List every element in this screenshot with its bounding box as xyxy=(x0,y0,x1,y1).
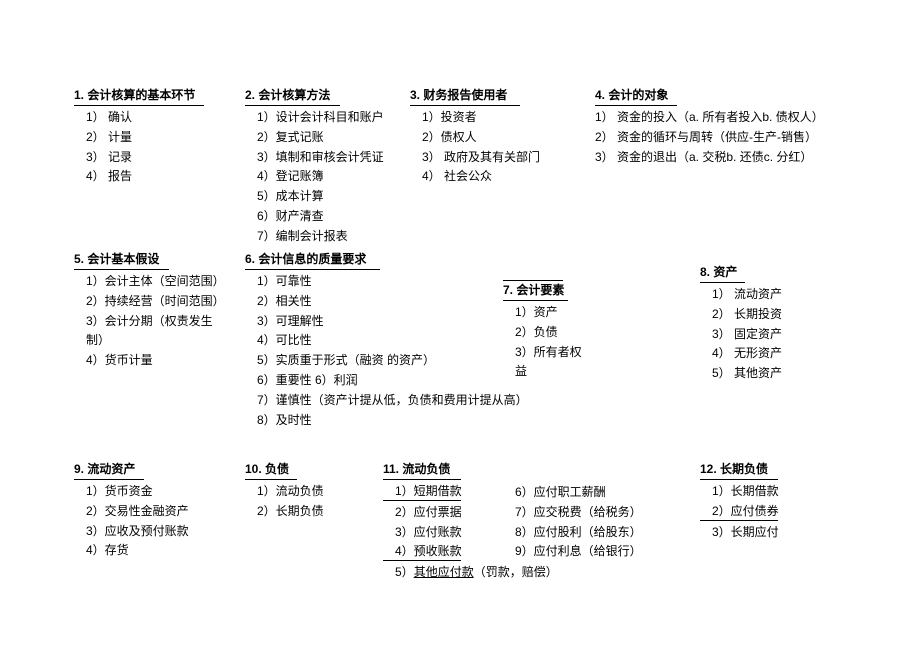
list-item: 2）债权人 xyxy=(410,128,570,148)
list-item: 7）谨慎性（资产计提从低，负债和费用计提从高） xyxy=(245,391,505,411)
list-item: 2）交易性金融资产 xyxy=(74,502,234,522)
list-item: 3）填制和审核会计凭证 xyxy=(245,148,405,168)
list-item: 1）设计会计科目和账户 xyxy=(245,108,405,128)
list-item: 1）会计主体（空间范围） xyxy=(74,272,244,292)
section-10: 10. 负债 1）流动负债 2）长期负债 xyxy=(245,460,375,522)
list-item: 2）应付票据 xyxy=(383,503,503,523)
heading-3: 3. 财务报告使用者 xyxy=(410,86,570,103)
list-item: 3） 政府及其有关部门 xyxy=(410,148,570,168)
list-item: 5）其他应付款（罚款，赔偿） xyxy=(383,563,683,583)
section-12: 12. 长期负债 1）长期借款 2）应付债券 3）长期应付 xyxy=(700,460,830,542)
section-3: 3. 财务报告使用者 1）投资者 2）债权人 3） 政府及其有关部门 4） 社会… xyxy=(410,86,570,187)
list-item: 1） 确认 xyxy=(74,108,234,128)
section-8: 8. 资产 1） 流动资产 2） 长期投资 3） 固定资产 4） 无形资产 5）… xyxy=(700,263,830,384)
list-item: 2）持续经营（时间范围） xyxy=(74,292,244,312)
list-item: 4）可比性 xyxy=(245,331,505,351)
heading-6: 6. 会计信息的质量要求 xyxy=(245,250,505,267)
list-item: 1） 流动资产 xyxy=(700,285,830,305)
list-item: 2） 资金的循环与周转（供应-生产-销售） xyxy=(595,128,845,148)
list-item: 4） 报告 xyxy=(74,167,234,187)
list-item: 4） 社会公众 xyxy=(410,167,570,187)
list-item: 3）应付账款 xyxy=(383,523,503,543)
heading-8: 8. 资产 xyxy=(700,263,830,280)
section-9: 9. 流动资产 1）货币资金 2）交易性金融资产 3）应收及预付账款 4）存货 xyxy=(74,460,234,561)
heading-1: 1. 会计核算的基本环节 xyxy=(74,86,234,103)
list-item: 7）应交税费（给税务） xyxy=(503,503,653,523)
list-item: 4）登记账簿 xyxy=(245,167,405,187)
list-item: 1）长期借款 xyxy=(700,482,830,502)
list-item: 3）长期应付 xyxy=(700,523,830,543)
list-item: 3）会计分期（权责发生制） xyxy=(74,312,224,352)
heading-2: 2. 会计核算方法 xyxy=(245,86,405,103)
list-item: 7）编制会计报表 xyxy=(245,227,405,247)
list-item: 3）应收及预付账款 xyxy=(74,522,234,542)
list-item: 2）应付债券 xyxy=(700,502,830,522)
heading-5: 5. 会计基本假设 xyxy=(74,250,244,267)
list-item: 2）长期负债 xyxy=(245,502,375,522)
list-item: 1）流动负债 xyxy=(245,482,375,502)
section-4: 4. 会计的对象 1） 资金的投入（a. 所有者投入b. 债权人） 2） 资金的… xyxy=(595,86,845,167)
list-item: 6）财产清查 xyxy=(245,207,405,227)
heading-4: 4. 会计的对象 xyxy=(595,86,845,103)
list-item: 8）及时性 xyxy=(245,411,505,431)
section-11: 11. 流动负债 1）短期借款 2）应付票据 3）应付账款 4）预收账款 6）应… xyxy=(383,460,683,583)
list-item: 3） 资金的退出（a. 交税b. 还债c. 分红） xyxy=(595,148,845,168)
list-item: 1）投资者 xyxy=(410,108,570,128)
section-1: 1. 会计核算的基本环节 1） 确认 2） 计量 3） 记录 4） 报告 xyxy=(74,86,234,187)
heading-9: 9. 流动资产 xyxy=(74,460,234,477)
list-item: 1）货币资金 xyxy=(74,482,234,502)
list-item: 4）预收账款 xyxy=(383,542,503,562)
list-item: 1）可靠性 xyxy=(245,272,505,292)
list-item: 2） 计量 xyxy=(74,128,234,148)
list-item: 6）应付职工薪酬 xyxy=(503,483,653,503)
heading-7: 7. 会计要素 xyxy=(503,281,623,298)
list-item: 3） 记录 xyxy=(74,148,234,168)
list-item: 3） 固定资产 xyxy=(700,325,830,345)
list-item: 8）应付股利（给股东） xyxy=(503,523,653,543)
list-item: 3）可理解性 xyxy=(245,312,505,332)
list-item: 1）资产 xyxy=(503,303,623,323)
list-item: 3）所有者权益 xyxy=(503,343,593,383)
section-5: 5. 会计基本假设 1）会计主体（空间范围） 2）持续经营（时间范围） 3）会计… xyxy=(74,250,244,371)
list-item: 5） 其他资产 xyxy=(700,364,830,384)
list-item: 2）复式记账 xyxy=(245,128,405,148)
list-item: 5）实质重于形式（融资 的资产） xyxy=(245,351,505,371)
list-item: 4）货币计量 xyxy=(74,351,244,371)
section-2: 2. 会计核算方法 1）设计会计科目和账户 2）复式记账 3）填制和审核会计凭证… xyxy=(245,86,405,247)
heading-11: 11. 流动负债 xyxy=(383,460,683,477)
list-item: 9）应付利息（给银行） xyxy=(503,542,653,562)
list-item: 4） 无形资产 xyxy=(700,344,830,364)
section-6: 6. 会计信息的质量要求 1）可靠性 2）相关性 3）可理解性 4）可比性 5）… xyxy=(245,250,505,430)
list-item: 5）成本计算 xyxy=(245,187,405,207)
list-item: 2）负债 xyxy=(503,323,623,343)
list-item: 1）短期借款 xyxy=(383,482,503,502)
list-item: 6）重要性 6）利润 xyxy=(245,371,505,391)
list-item: 1） 资金的投入（a. 所有者投入b. 债权人） xyxy=(595,108,845,128)
list-item: 2）相关性 xyxy=(245,292,505,312)
heading-12: 12. 长期负债 xyxy=(700,460,830,477)
section-7: 7. 会计要素 1）资产 2）负债 3）所有者权益 xyxy=(503,280,623,382)
heading-10: 10. 负债 xyxy=(245,460,375,477)
list-item: 4）存货 xyxy=(74,541,234,561)
list-item: 2） 长期投资 xyxy=(700,305,830,325)
